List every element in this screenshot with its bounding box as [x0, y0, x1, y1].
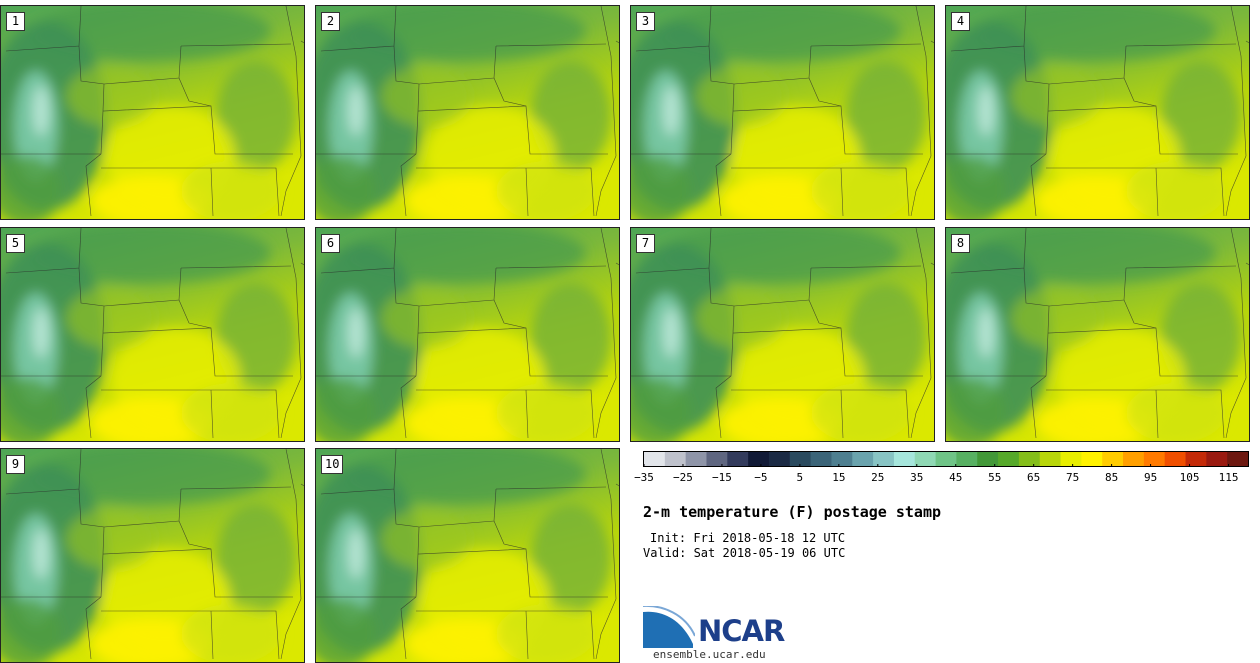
colorbar-swatch [768, 452, 791, 466]
colorbar-swatch [727, 452, 749, 466]
colorbar-swatch [1143, 452, 1166, 466]
temperature-map [631, 6, 934, 219]
colorbar-tick-label: −15 [711, 471, 732, 484]
ensemble-member-panel-4: 4 [945, 5, 1250, 220]
colorbar-swatch [935, 452, 957, 466]
colorbar-swatch [706, 452, 728, 466]
colorbar-swatch [956, 452, 978, 466]
chart-title: 2-m temperature (F) postage stamp [643, 503, 942, 521]
colorbar-swatch [644, 452, 666, 466]
colorbar-swatch [1185, 452, 1207, 466]
colorbar-swatch [810, 452, 832, 466]
colorbar-swatch [1060, 452, 1082, 466]
ensemble-member-panel-2: 2 [315, 5, 620, 220]
ncar-logo-swoosh-icon [643, 606, 695, 648]
colorbar-swatch [1018, 452, 1041, 466]
colorbar-tick-label: 15 [832, 471, 846, 484]
temperature-map [316, 6, 619, 219]
colorbar-swatch [831, 452, 853, 466]
colorbar-tick-label: −5 [754, 471, 768, 484]
temperature-map [631, 228, 934, 441]
colorbar-tick-label: 55 [988, 471, 1002, 484]
ensemble-member-panel-9: 9 [0, 448, 305, 663]
colorbar-swatch [873, 452, 895, 466]
colorbar-swatch [852, 452, 874, 466]
colorbar-tick-label: 35 [910, 471, 924, 484]
colorbar-swatch [664, 452, 687, 466]
ensemble-member-panel-7: 7 [630, 227, 935, 442]
member-number: 6 [321, 234, 340, 253]
ensemble-member-panel-1: 1 [0, 5, 305, 220]
temperature-map [316, 228, 619, 441]
temperature-map [316, 449, 619, 662]
colorbar-tick-label: 45 [949, 471, 963, 484]
colorbar-swatch [914, 452, 936, 466]
member-number: 3 [636, 12, 655, 31]
colorbar-tick-label: −25 [673, 471, 693, 484]
colorbar-tick-label: 115 [1218, 471, 1239, 484]
colorbar-tick-label: −35 [634, 471, 654, 484]
colorbar-swatch [1102, 452, 1124, 466]
colorbar-swatch [1039, 452, 1061, 466]
colorbar-swatch [1206, 452, 1228, 466]
ncar-logo-text: NCAR [698, 614, 785, 648]
ensemble-member-panel-10: 10 [315, 448, 620, 663]
colorbar-tick-label: 85 [1104, 471, 1119, 484]
ensemble-member-panel-8: 8 [945, 227, 1250, 442]
colorbar-swatch [748, 452, 770, 466]
colorbar-swatch [1081, 452, 1103, 466]
colorbar-swatch [789, 452, 812, 466]
member-number: 10 [321, 455, 344, 474]
temperature-map [946, 6, 1249, 219]
colorbar-swatch [893, 452, 916, 466]
ensemble-member-panel-6: 6 [315, 227, 620, 442]
temperature-map [1, 6, 304, 219]
valid-time: Valid: Sat 2018-05-19 06 UTC [643, 546, 846, 560]
member-number: 9 [6, 455, 25, 474]
colorbar-tick-label: 105 [1179, 471, 1200, 484]
temperature-map [1, 449, 304, 662]
member-number: 5 [6, 234, 25, 253]
colorbar-swatch [977, 452, 999, 466]
colorbar-swatch [1123, 452, 1145, 466]
colorbar-swatch [685, 452, 707, 466]
ncar-url: ensemble.ucar.edu [653, 648, 766, 661]
colorbar-tick-label: 65 [1027, 471, 1041, 484]
ensemble-member-panel-5: 5 [0, 227, 305, 442]
colorbar-swatch [1164, 452, 1186, 466]
temperature-map [1, 228, 304, 441]
member-number: 8 [951, 234, 970, 253]
colorbar-swatch [998, 452, 1020, 466]
colorbar-tick-label: 75 [1066, 471, 1080, 484]
ensemble-member-panel-3: 3 [630, 5, 935, 220]
member-number: 7 [636, 234, 655, 253]
member-number: 1 [6, 12, 25, 31]
colorbar-tick-label: 95 [1143, 471, 1158, 484]
colorbar-tick-label: 5 [796, 471, 804, 484]
temperature-colorbar [643, 451, 1249, 467]
colorbar-tick-label: 25 [871, 471, 885, 484]
member-number: 4 [951, 12, 970, 31]
colorbar-swatch [1227, 452, 1249, 466]
member-number: 2 [321, 12, 340, 31]
temperature-map [946, 228, 1249, 441]
init-time: Init: Fri 2018-05-18 12 UTC [650, 531, 846, 545]
